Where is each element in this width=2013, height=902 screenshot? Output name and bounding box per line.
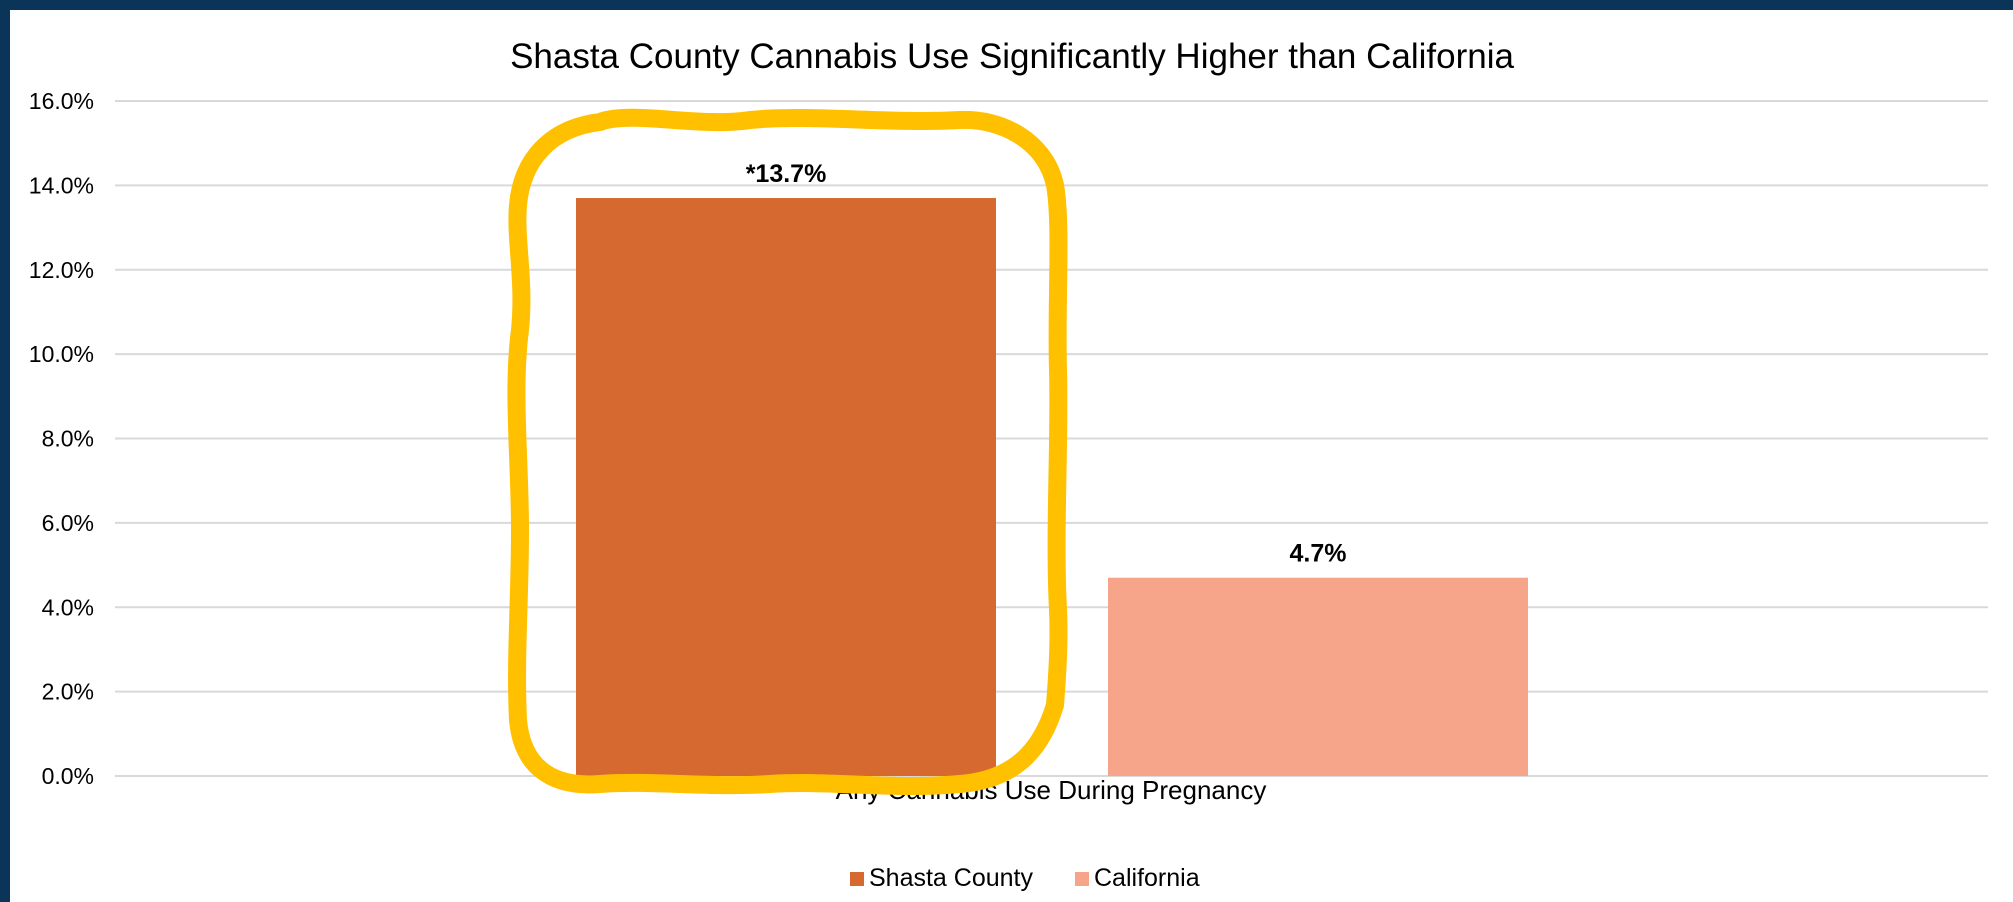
y-tick-label: 4.0% [42, 594, 94, 620]
legend-label: California [1094, 864, 1200, 892]
data-label: *13.7% [746, 160, 827, 188]
legend: Shasta County California [850, 864, 1200, 892]
y-tick-label: 10.0% [29, 341, 94, 367]
y-tick-label: 14.0% [29, 172, 94, 198]
y-tick-label: 2.0% [42, 679, 94, 705]
y-tick-label: 0.0% [42, 763, 94, 789]
y-tick-label: 8.0% [42, 426, 94, 452]
bars [576, 198, 1528, 776]
chart-area: Shasta County Cannabis Use Significantly… [10, 10, 2013, 902]
data-labels: *13.7% 4.7% [746, 160, 1347, 568]
legend-label: Shasta County [869, 864, 1033, 892]
y-axis-tick-labels: 0.0% 2.0% 4.0% 6.0% 8.0% 10.0% 12.0% 14.0% 16.0% [29, 88, 94, 789]
highlight-annotation [507, 108, 1068, 795]
legend-swatch [850, 872, 864, 886]
bar-california [1108, 577, 1528, 776]
chart-title: Shasta County Cannabis Use Significantly… [510, 37, 1514, 76]
y-tick-label: 16.0% [29, 88, 94, 114]
legend-swatch [1075, 872, 1089, 886]
y-tick-label: 12.0% [29, 257, 94, 283]
y-tick-label: 6.0% [42, 510, 94, 536]
data-label: 4.7% [1290, 540, 1347, 568]
bar-chart: Shasta County Cannabis Use Significantly… [29, 37, 1988, 892]
bar-shasta-county [576, 198, 996, 776]
